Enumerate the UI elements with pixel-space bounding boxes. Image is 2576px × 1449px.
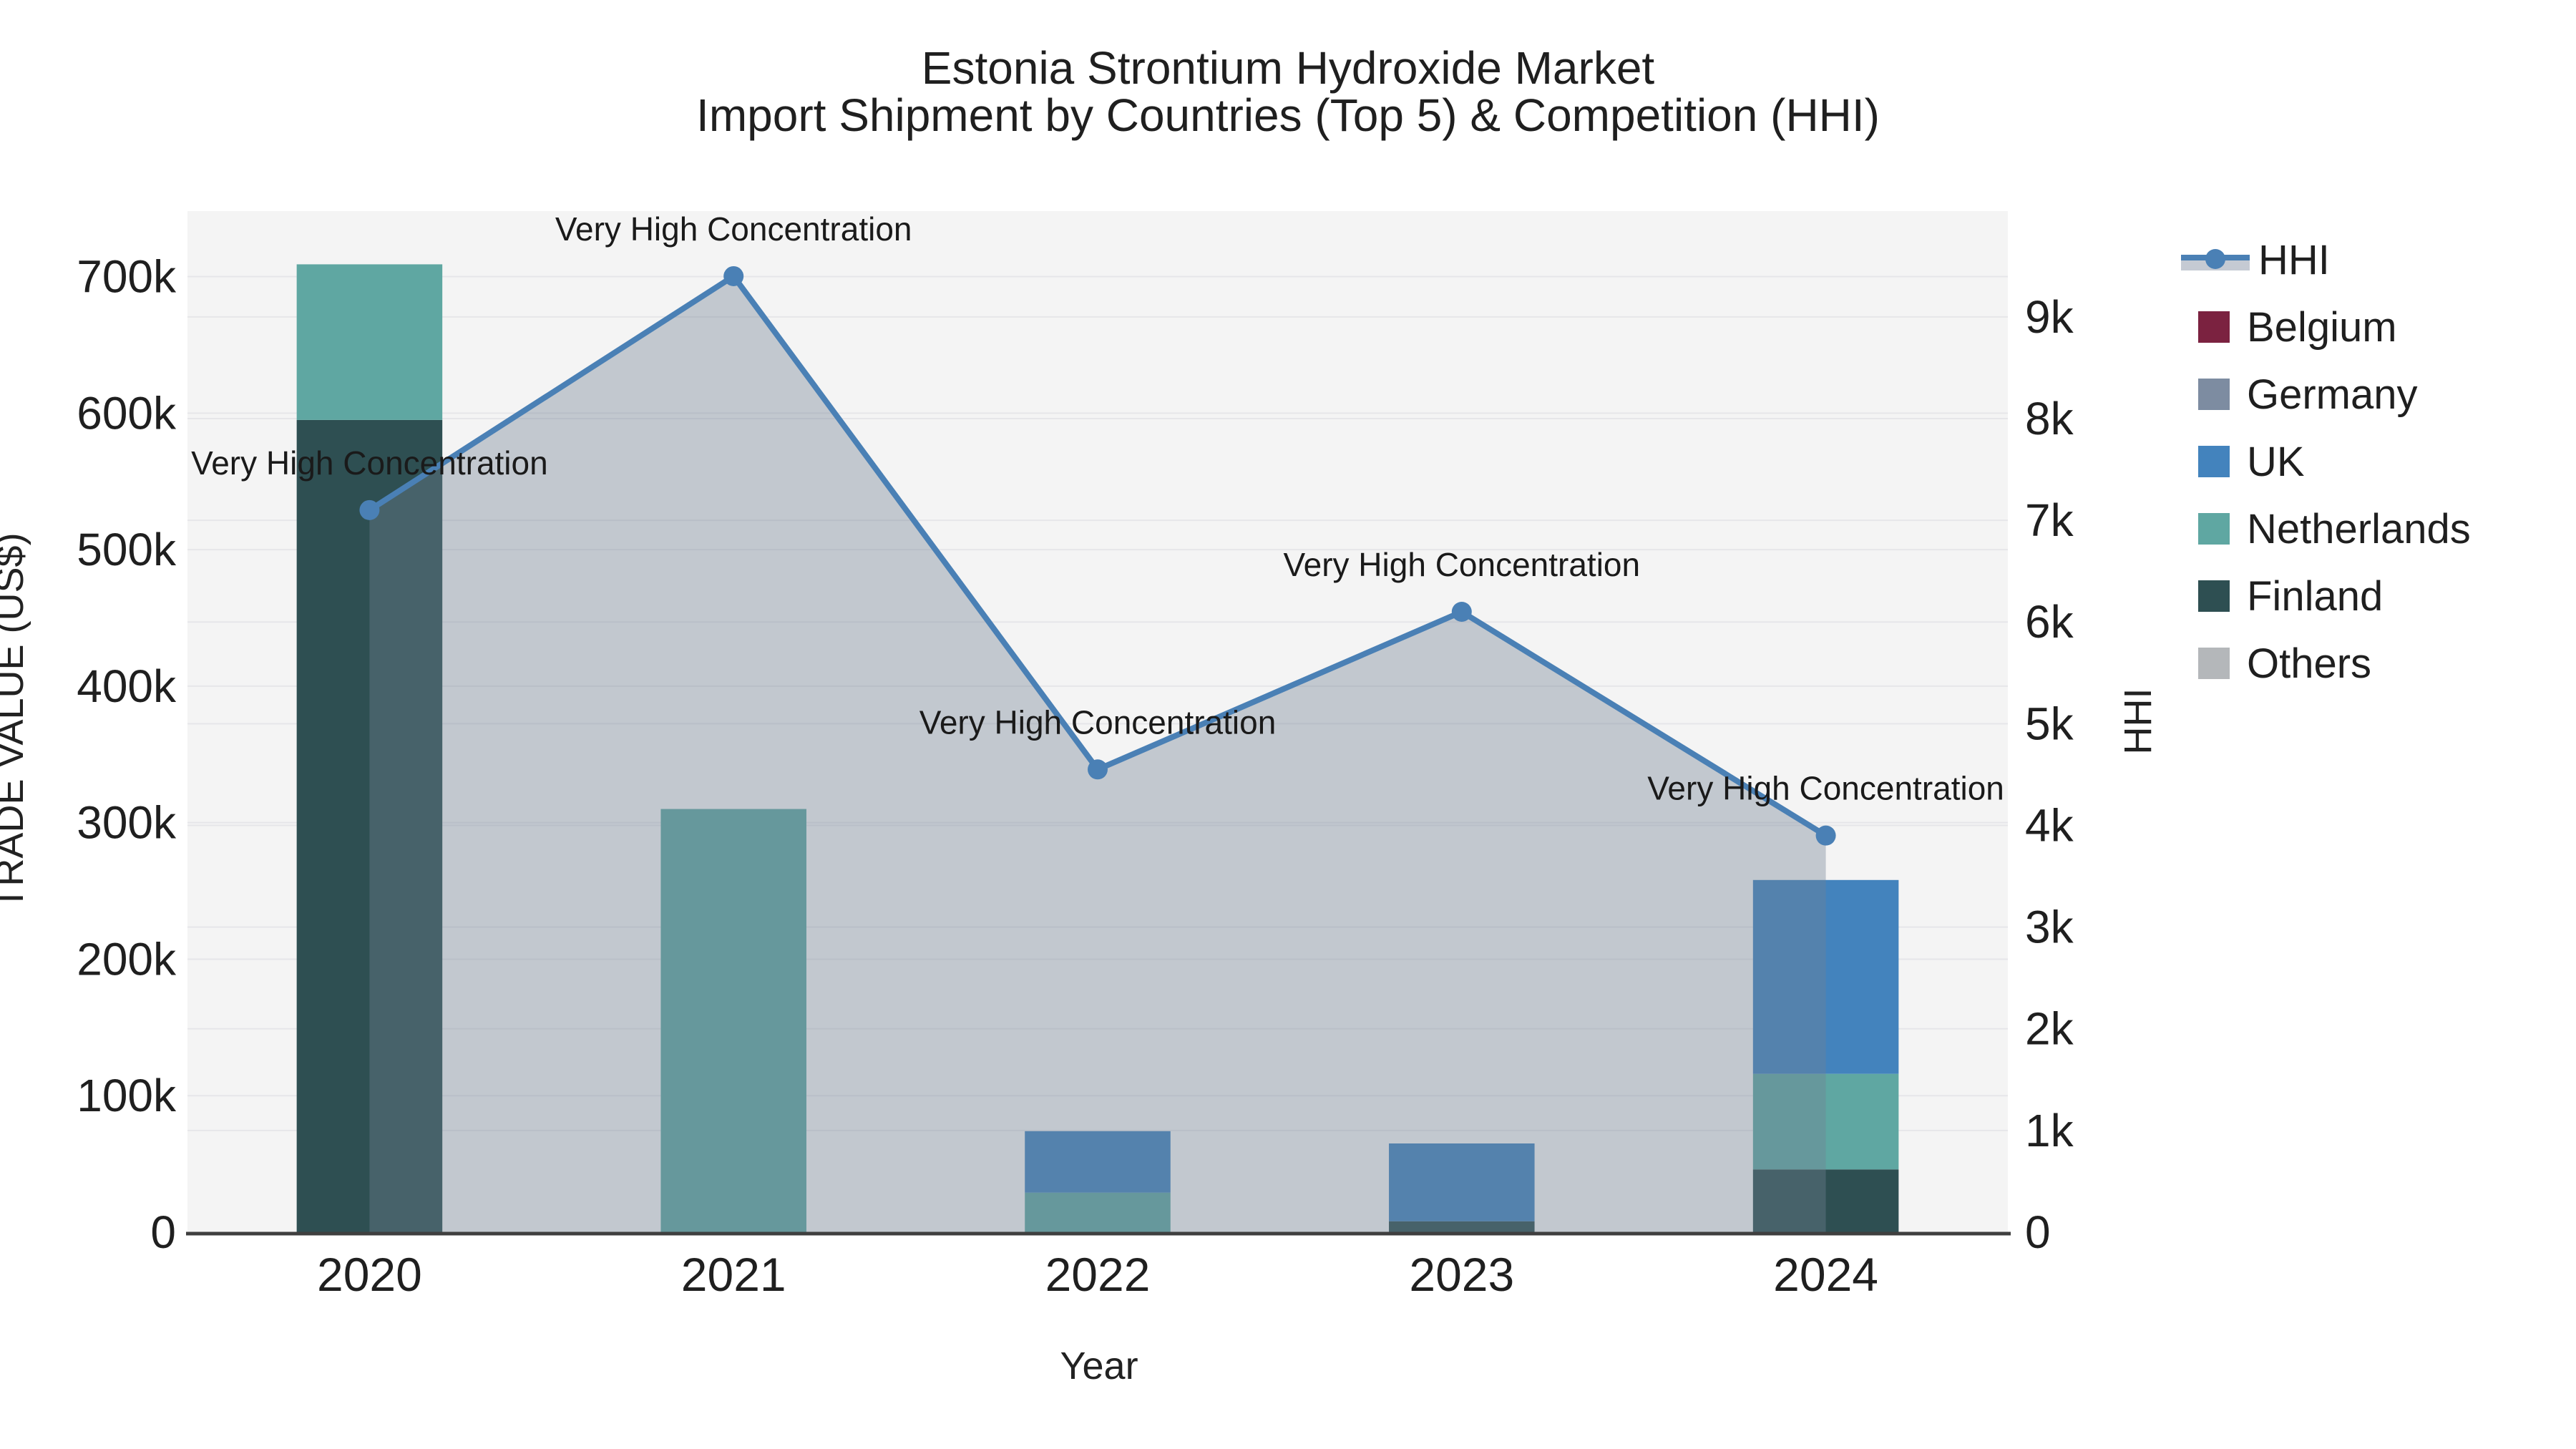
legend-label-hhi: HHI [2258,236,2330,283]
x-tick-2022: 2022 [1045,1248,1151,1301]
y-right-tick-0: 0 [2025,1206,2051,1258]
annotation-2024: Very High Concentration [1647,770,2004,807]
chart-title-line2: Import Shipment by Countries (Top 5) & C… [696,89,1880,141]
annotation-2022: Very High Concentration [919,703,1277,741]
legend-swatch-belgium [2198,311,2230,343]
y-right-tick-4k: 4k [2025,799,2074,851]
x-tick-2021: 2021 [681,1248,786,1301]
legend-swatch-uk [2198,446,2230,477]
bar-segment-2020-netherlands[interactable] [296,264,443,420]
legend-item-finland[interactable]: Finland [2181,562,2471,630]
y-right-tick-1k: 1k [2025,1105,2074,1156]
legend-label-netherlands: Netherlands [2247,505,2471,552]
x-axis-title: Year [1060,1345,1138,1387]
legend-label-uk: UK [2247,438,2305,485]
x-tick-2023: 2023 [1409,1248,1514,1301]
y-right-tick-2k: 2k [2025,1003,2074,1055]
legend-label-germany: Germany [2247,371,2418,418]
bar-segment-2021-netherlands[interactable] [660,809,806,1232]
legend-item-others[interactable]: Others [2181,630,2471,697]
y-right-tick-6k: 6k [2025,596,2074,648]
y-left-tick-300k: 300k [77,797,177,849]
bar-segment-2022-netherlands[interactable] [1025,1192,1171,1232]
hhi-area-fill [369,275,1826,1233]
hhi-marker-2020[interactable] [359,499,380,520]
legend-swatch-germany [2198,379,2230,410]
y-left-tick-0: 0 [150,1206,176,1258]
legend: HHI Belgium Germany UK Netherlands Finland Oth… [2181,226,2471,697]
y-right-tick-8k: 8k [2025,393,2074,444]
y-left-tick-700k: 700k [77,251,177,303]
chart-title-line1: Estonia Strontium Hydroxide Market [921,42,1655,94]
legend-item-belgium[interactable]: Belgium [2181,293,2471,361]
legend-label-others: Others [2247,640,2372,687]
y-left-axis-title: TRADE VALUE (US$) [0,532,31,910]
hhi-marker-2022[interactable] [1088,759,1108,780]
annotation-2020: Very High Concentration [191,444,548,482]
hhi-marker-2021[interactable] [723,265,744,286]
bar-segment-2024-uk[interactable] [1752,879,1899,1074]
annotation-2023: Very High Concentration [1283,546,1640,583]
y-left-tick-200k: 200k [77,933,177,985]
hhi-marker-icon [2205,249,2225,269]
legend-swatch-others [2198,648,2230,679]
hhi-line-icon [2181,249,2250,270]
y-left-tick-100k: 100k [77,1070,177,1121]
hhi-marker-2024[interactable] [1815,825,1836,846]
bar-segment-2024-netherlands[interactable] [1752,1073,1899,1170]
plot-background [187,211,2008,1232]
legend-item-uk[interactable]: UK [2181,428,2471,495]
legend-swatch-netherlands [2198,513,2230,545]
y-right-tick-3k: 3k [2025,902,2074,953]
x-tick-2024: 2024 [1773,1248,1878,1301]
y-left-tick-600k: 600k [77,387,177,439]
bar-segment-2020-finland[interactable] [296,419,443,1232]
hhi-marker-2023[interactable] [1451,601,1472,622]
legend-label-belgium: Belgium [2247,303,2397,351]
y-left-tick-400k: 400k [77,660,177,712]
legend-label-finland: Finland [2247,572,2384,620]
bar-segment-2023-uk[interactable] [1389,1143,1535,1221]
x-tick-2020: 2020 [317,1248,422,1301]
y-right-axis-title: HHI [2117,688,2160,755]
bar-segment-2022-uk[interactable] [1025,1131,1171,1193]
legend-swatch-finland [2198,580,2230,612]
legend-item-germany[interactable]: Germany [2181,361,2471,428]
y-right-tick-9k: 9k [2025,291,2074,343]
legend-item-hhi[interactable]: HHI [2181,226,2471,293]
annotation-2021: Very High Concentration [555,210,912,248]
y-right-tick-5k: 5k [2025,698,2074,749]
y-right-tick-7k: 7k [2025,494,2074,546]
y-left-tick-500k: 500k [77,524,177,575]
legend-item-netherlands[interactable]: Netherlands [2181,495,2471,562]
bar-segment-2024-finland[interactable] [1752,1169,1899,1232]
bar-segment-2023-finland[interactable] [1389,1221,1535,1232]
